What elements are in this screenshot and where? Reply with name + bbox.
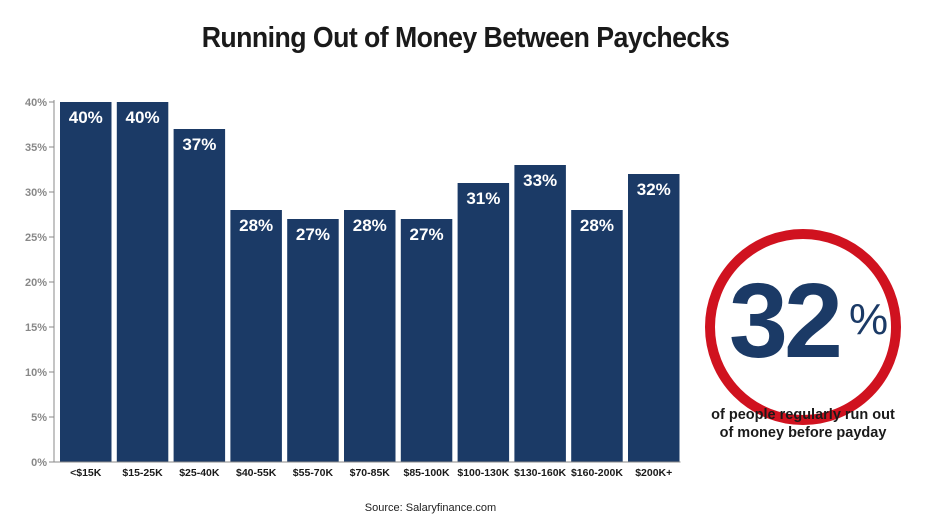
- x-tick-label: $130-160K: [514, 467, 566, 479]
- x-tick-label: <$15K: [70, 467, 102, 479]
- bar: [116, 102, 169, 462]
- bar: [173, 129, 226, 462]
- data-label: 28%: [353, 216, 387, 235]
- bar: [457, 183, 510, 462]
- bar: [60, 102, 112, 462]
- bar: [400, 219, 453, 462]
- data-label: 40%: [69, 108, 103, 127]
- bar: [514, 165, 566, 462]
- callout-caption: of people regularly run out of money bef…: [690, 406, 916, 442]
- callout-badge: 32 %: [705, 229, 901, 425]
- y-tick-label: 15%: [25, 322, 47, 334]
- callout-caption-line-1: of people regularly run out: [711, 407, 895, 423]
- x-tick-label: $85-100K: [403, 467, 450, 479]
- x-tick-label: $70-85K: [350, 467, 391, 479]
- data-label: 27%: [410, 225, 444, 244]
- bar: [628, 174, 680, 462]
- x-tick-label: $25-40K: [179, 467, 220, 479]
- x-tick-label: $160-200K: [571, 467, 623, 479]
- y-tick-label: 35%: [25, 142, 47, 154]
- bar: [287, 219, 339, 462]
- data-label: 31%: [466, 189, 500, 208]
- source-note: Source: Salaryfinance.com: [364, 502, 497, 514]
- bar: [344, 210, 396, 462]
- x-tick-label: $55-70K: [293, 467, 334, 479]
- data-label: 37%: [182, 135, 216, 154]
- bar: [230, 210, 282, 462]
- x-tick-label: $100-130K: [457, 467, 509, 479]
- callout-value: 32: [729, 262, 843, 380]
- callout-caption-line-2: of money before payday: [719, 425, 887, 441]
- callout-unit: %: [849, 295, 889, 344]
- y-tick-label: 5%: [31, 412, 47, 424]
- chart-title: Running Out of Money Between Paychecks: [201, 22, 730, 54]
- data-label: 27%: [296, 225, 330, 244]
- y-tick-label: 30%: [25, 187, 47, 199]
- data-label: 33%: [523, 171, 557, 190]
- y-tick-label: 40%: [25, 97, 47, 109]
- callout-ring: [705, 229, 901, 425]
- x-tick-label: $15-25K: [122, 467, 163, 479]
- data-label: 28%: [580, 216, 614, 235]
- y-tick-label: 20%: [25, 277, 47, 289]
- data-label: 32%: [637, 180, 671, 199]
- y-tick-label: 0%: [31, 457, 47, 469]
- y-tick-label: 10%: [25, 367, 47, 379]
- bar: [571, 210, 623, 462]
- data-label: 28%: [239, 216, 273, 235]
- y-tick-label: 25%: [25, 232, 47, 244]
- data-label: 40%: [126, 108, 160, 127]
- x-tick-label: $40-55K: [236, 467, 277, 479]
- x-tick-label: $200K+: [635, 467, 672, 479]
